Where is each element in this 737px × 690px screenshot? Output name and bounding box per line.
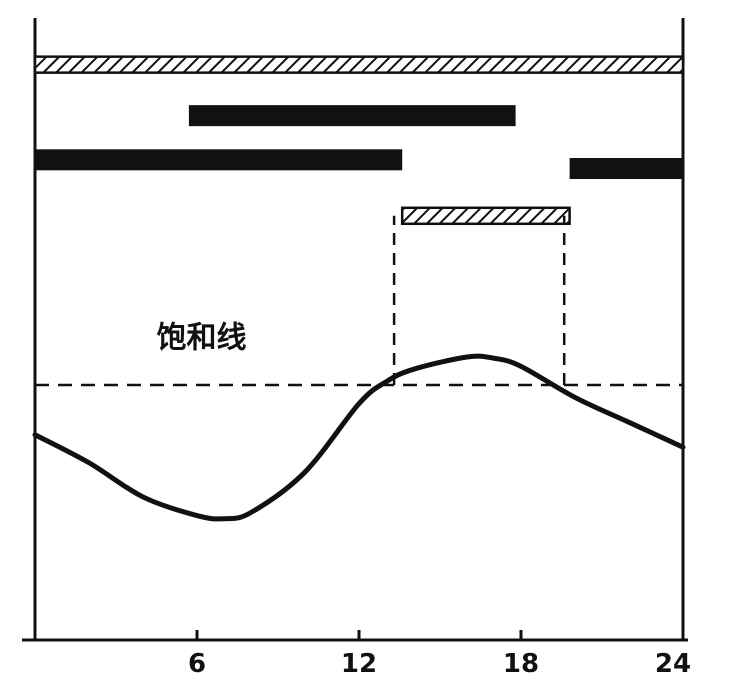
series-points-layer xyxy=(33,355,685,521)
series-point-8 xyxy=(384,380,388,384)
series-point-1 xyxy=(87,461,91,465)
series-point-5 xyxy=(249,510,253,514)
x-tick-label-3: 24 xyxy=(655,649,691,679)
series-point-11 xyxy=(492,356,496,360)
series-point-3 xyxy=(195,514,199,518)
series-point-0 xyxy=(33,433,37,437)
solid-bar-2 xyxy=(35,149,403,171)
dashed-verticals-layer xyxy=(392,215,566,385)
solid-bar-3 xyxy=(569,158,683,180)
bars-layer xyxy=(33,55,685,226)
x-tick-label-0: 6 xyxy=(188,649,206,679)
series-point-13 xyxy=(573,395,577,399)
series-point-4 xyxy=(222,517,226,521)
solid-bar-1 xyxy=(188,105,516,127)
series-point-2 xyxy=(141,495,145,499)
series-point-15 xyxy=(681,445,685,449)
saturation-line-label: 饱和线 xyxy=(157,321,247,356)
series-curve xyxy=(32,353,686,522)
series-point-12 xyxy=(519,364,523,368)
hatched-bar-4 xyxy=(400,206,571,226)
hatched-bar-0 xyxy=(33,55,685,74)
series-point-10 xyxy=(465,355,469,359)
x-tick-label-2: 18 xyxy=(503,649,539,679)
x-tick-label-1: 12 xyxy=(341,649,377,679)
series-point-9 xyxy=(411,367,415,371)
series-point-14 xyxy=(627,420,631,424)
x-ticks-layer: 6 12 18 24 xyxy=(188,630,691,679)
series-point-6 xyxy=(303,470,307,474)
series-point-7 xyxy=(357,402,361,406)
